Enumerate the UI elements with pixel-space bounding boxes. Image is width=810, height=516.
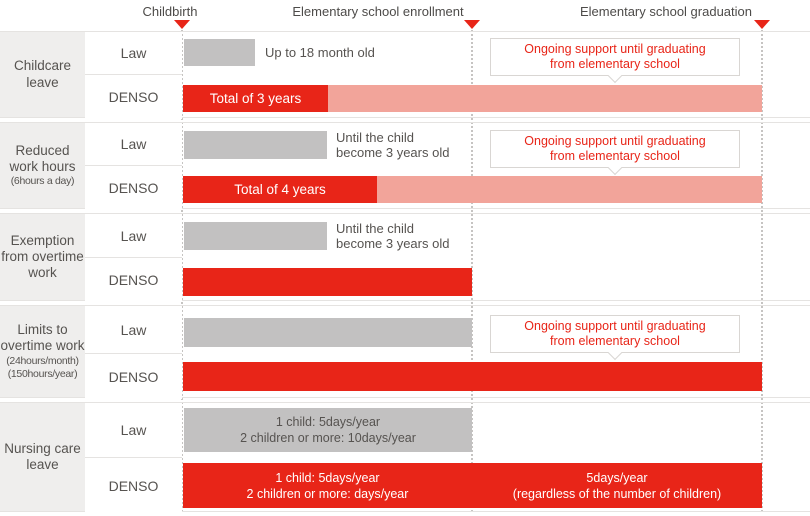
law-bar [184, 39, 255, 66]
law-bar [184, 408, 472, 452]
callout-line: Ongoing support until graduating [524, 133, 706, 148]
ongoing-support-callout: Ongoing support until graduating from el… [490, 130, 740, 175]
category-cell: Reduced work hours (6hours a day) [0, 123, 85, 208]
category-title: Reduced work hours [9, 142, 76, 174]
bar-text-line: 5days/year [586, 470, 648, 485]
ongoing-support-callout: Ongoing support until graduating from el… [490, 315, 740, 360]
row-label-denso: DENSO [85, 166, 182, 210]
category-subtitle: (150hours/year) [7, 367, 78, 380]
denso-bar-text-right: 5days/year (regardless of the number of … [472, 463, 762, 508]
note-line: Until the child [336, 130, 415, 145]
bar-text-line: 1 child: 5days/year [275, 415, 381, 429]
category-title: Limits to overtime work [0, 322, 85, 354]
row-label-law: Law [85, 32, 182, 75]
gridline-graduation [761, 30, 763, 512]
section-reduced-work-hours: Reduced work hours (6hours a day) Law DE… [0, 122, 810, 210]
callout-line: from elementary school [550, 334, 680, 348]
section-childcare-leave: Childcare leave Law DENSO Up to 18 month… [0, 31, 810, 119]
denso-bar [183, 268, 472, 296]
denso-bar-label: Total of 3 years [209, 91, 302, 106]
milestone-label-graduation: Elementary school graduation [580, 4, 752, 19]
ongoing-support-callout: Ongoing support until graduating from el… [490, 38, 740, 83]
denso-bar [183, 463, 762, 508]
callout-line: Ongoing support until graduating [524, 318, 706, 333]
row-label-law: Law [85, 306, 182, 354]
category-subtitle: (6hours a day) [10, 175, 75, 188]
category-cell: Childcare leave [0, 32, 85, 117]
denso-bar [183, 362, 762, 391]
gridline-childbirth [181, 30, 183, 512]
category-title: Nursing care leave [4, 440, 81, 472]
denso-bar: Total of 3 years [183, 85, 328, 112]
category-cell: Nursing care leave [0, 403, 85, 511]
milestone-marker-icon [174, 20, 190, 29]
law-bar-note: Until the child become 3 years old [336, 129, 449, 161]
callout-line: from elementary school [550, 57, 680, 71]
milestone-marker-icon [754, 20, 770, 29]
note-line: become 3 years old [336, 145, 450, 160]
bar-text-line: 2 children or more: 10days/year [240, 431, 416, 445]
section-exemption-overtime: Exemption from overtime work Law DENSO U… [0, 213, 810, 302]
note-line: Until the child [336, 221, 415, 236]
category-cell: Exemption from overtime work [0, 214, 85, 300]
law-bar-note: Until the child become 3 years old [336, 220, 449, 252]
category-cell: Limits to overtime work (24hours/month) … [0, 306, 85, 397]
law-bar-note: Up to 18 month old [265, 45, 375, 60]
section-nursing-care-leave: Nursing care leave Law DENSO 1 child: 5d… [0, 402, 810, 513]
row-label-denso: DENSO [85, 458, 182, 513]
row-label-denso: DENSO [85, 75, 182, 119]
milestone-marker-icon [464, 20, 480, 29]
bar-text-line: 2 children or more: days/year [246, 486, 409, 501]
gridline-enrollment [471, 30, 473, 512]
milestone-label-childbirth: Childbirth [142, 4, 198, 19]
category-title: Exemption from overtime work [1, 232, 84, 281]
law-bar [184, 131, 327, 159]
denso-extended-bar [377, 176, 762, 203]
row-label-law: Law [85, 123, 182, 166]
law-bar [184, 222, 327, 250]
row-label-denso: DENSO [85, 258, 182, 302]
callout-line: from elementary school [550, 149, 680, 163]
denso-bar-text-left: 1 child: 5days/year 2 children or more: … [183, 463, 472, 508]
denso-bar: Total of 4 years [183, 176, 377, 203]
bar-text-line: (regardless of the number of children) [512, 486, 722, 501]
callout-line: Ongoing support until graduating [524, 41, 706, 56]
section-limits-overtime: Limits to overtime work (24hours/month) … [0, 305, 810, 399]
category-title: Childcare leave [13, 58, 72, 90]
note-line: become 3 years old [336, 236, 450, 251]
milestone-label-enrollment: Elementary school enrollment [292, 4, 464, 19]
bar-text-line: 1 child: 5days/year [275, 470, 380, 485]
row-label-denso: DENSO [85, 354, 182, 399]
denso-extended-bar [328, 85, 762, 112]
denso-bar-label: Total of 4 years [234, 182, 326, 197]
law-bar-text: 1 child: 5days/year 2 children or more: … [184, 408, 472, 452]
category-subtitle: (24hours/month) [6, 354, 79, 367]
row-label-law: Law [85, 403, 182, 458]
law-bar [184, 318, 472, 347]
row-label-law: Law [85, 214, 182, 258]
